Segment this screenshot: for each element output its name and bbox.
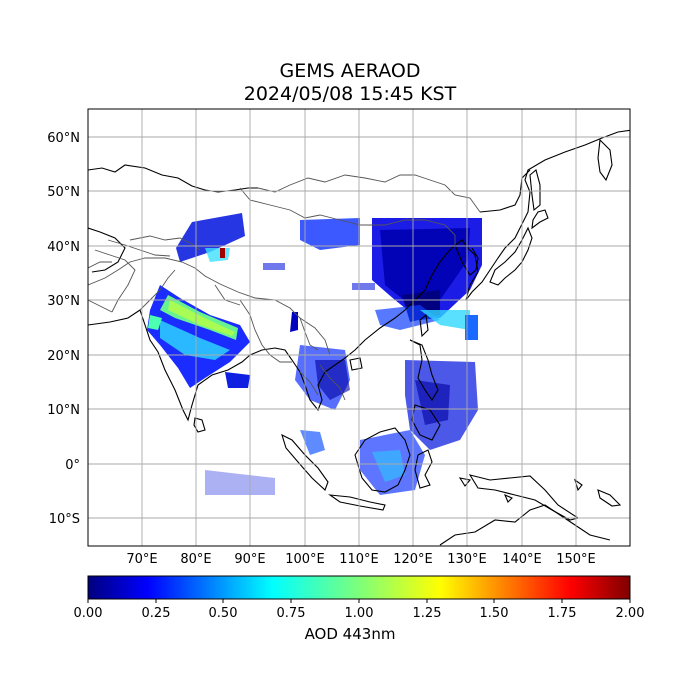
lat-label: 30°N	[47, 294, 80, 309]
lat-label: 50°N	[47, 185, 80, 200]
lat-label: 20°N	[47, 349, 80, 364]
colorbar	[87, 575, 631, 600]
lat-label: 10°S	[49, 512, 80, 527]
lat-label: 60°N	[47, 131, 80, 146]
country-border-layer	[88, 174, 481, 401]
lat-label: 0°	[65, 458, 80, 473]
lon-label: 70°E	[126, 552, 157, 567]
lon-label: 130°E	[447, 552, 487, 567]
lon-label: 90°E	[234, 552, 265, 567]
graticule	[88, 109, 630, 546]
colorbar-label: AOD 443nm	[304, 625, 396, 643]
lon-label: 100°E	[285, 552, 325, 567]
aod-data-layer	[147, 213, 482, 495]
colorbar-tick-label: 0.25	[142, 606, 171, 621]
colorbar-ticks	[87, 599, 631, 603]
lat-label: 40°N	[47, 240, 80, 255]
colorbar-tick-label: 1.00	[345, 606, 374, 621]
lon-label: 110°E	[339, 552, 379, 567]
lon-label: 80°E	[180, 552, 211, 567]
map-datetime: 2024/05/08 15:45 KST	[243, 83, 457, 105]
colorbar-tick-label: 2.00	[616, 606, 645, 621]
lon-label: 140°E	[502, 552, 542, 567]
colorbar-tick-labels: 0.00 0.25 0.50 0.75 1.00 1.25 1.50 1.75 …	[74, 606, 645, 621]
longitude-labels: 70°E 80°E 90°E 100°E 110°E 120°E 130°E 1…	[126, 552, 595, 567]
colorbar-tick-label: 0.00	[74, 606, 103, 621]
map-title: GEMS AERAOD	[279, 60, 421, 82]
colorbar-tick-label: 1.75	[548, 606, 577, 621]
latitude-labels: 60°N 50°N 40°N 30°N 20°N 10°N 0° 10°S	[47, 131, 80, 527]
colorbar-tick-label: 0.75	[277, 606, 306, 621]
lat-label: 10°N	[47, 403, 80, 418]
lon-label: 120°E	[393, 552, 433, 567]
colorbar-tick-label: 1.50	[480, 606, 509, 621]
colorbar-tick-label: 1.25	[413, 606, 442, 621]
colorbar-tick-label: 0.50	[209, 606, 238, 621]
lon-label: 150°E	[556, 552, 596, 567]
